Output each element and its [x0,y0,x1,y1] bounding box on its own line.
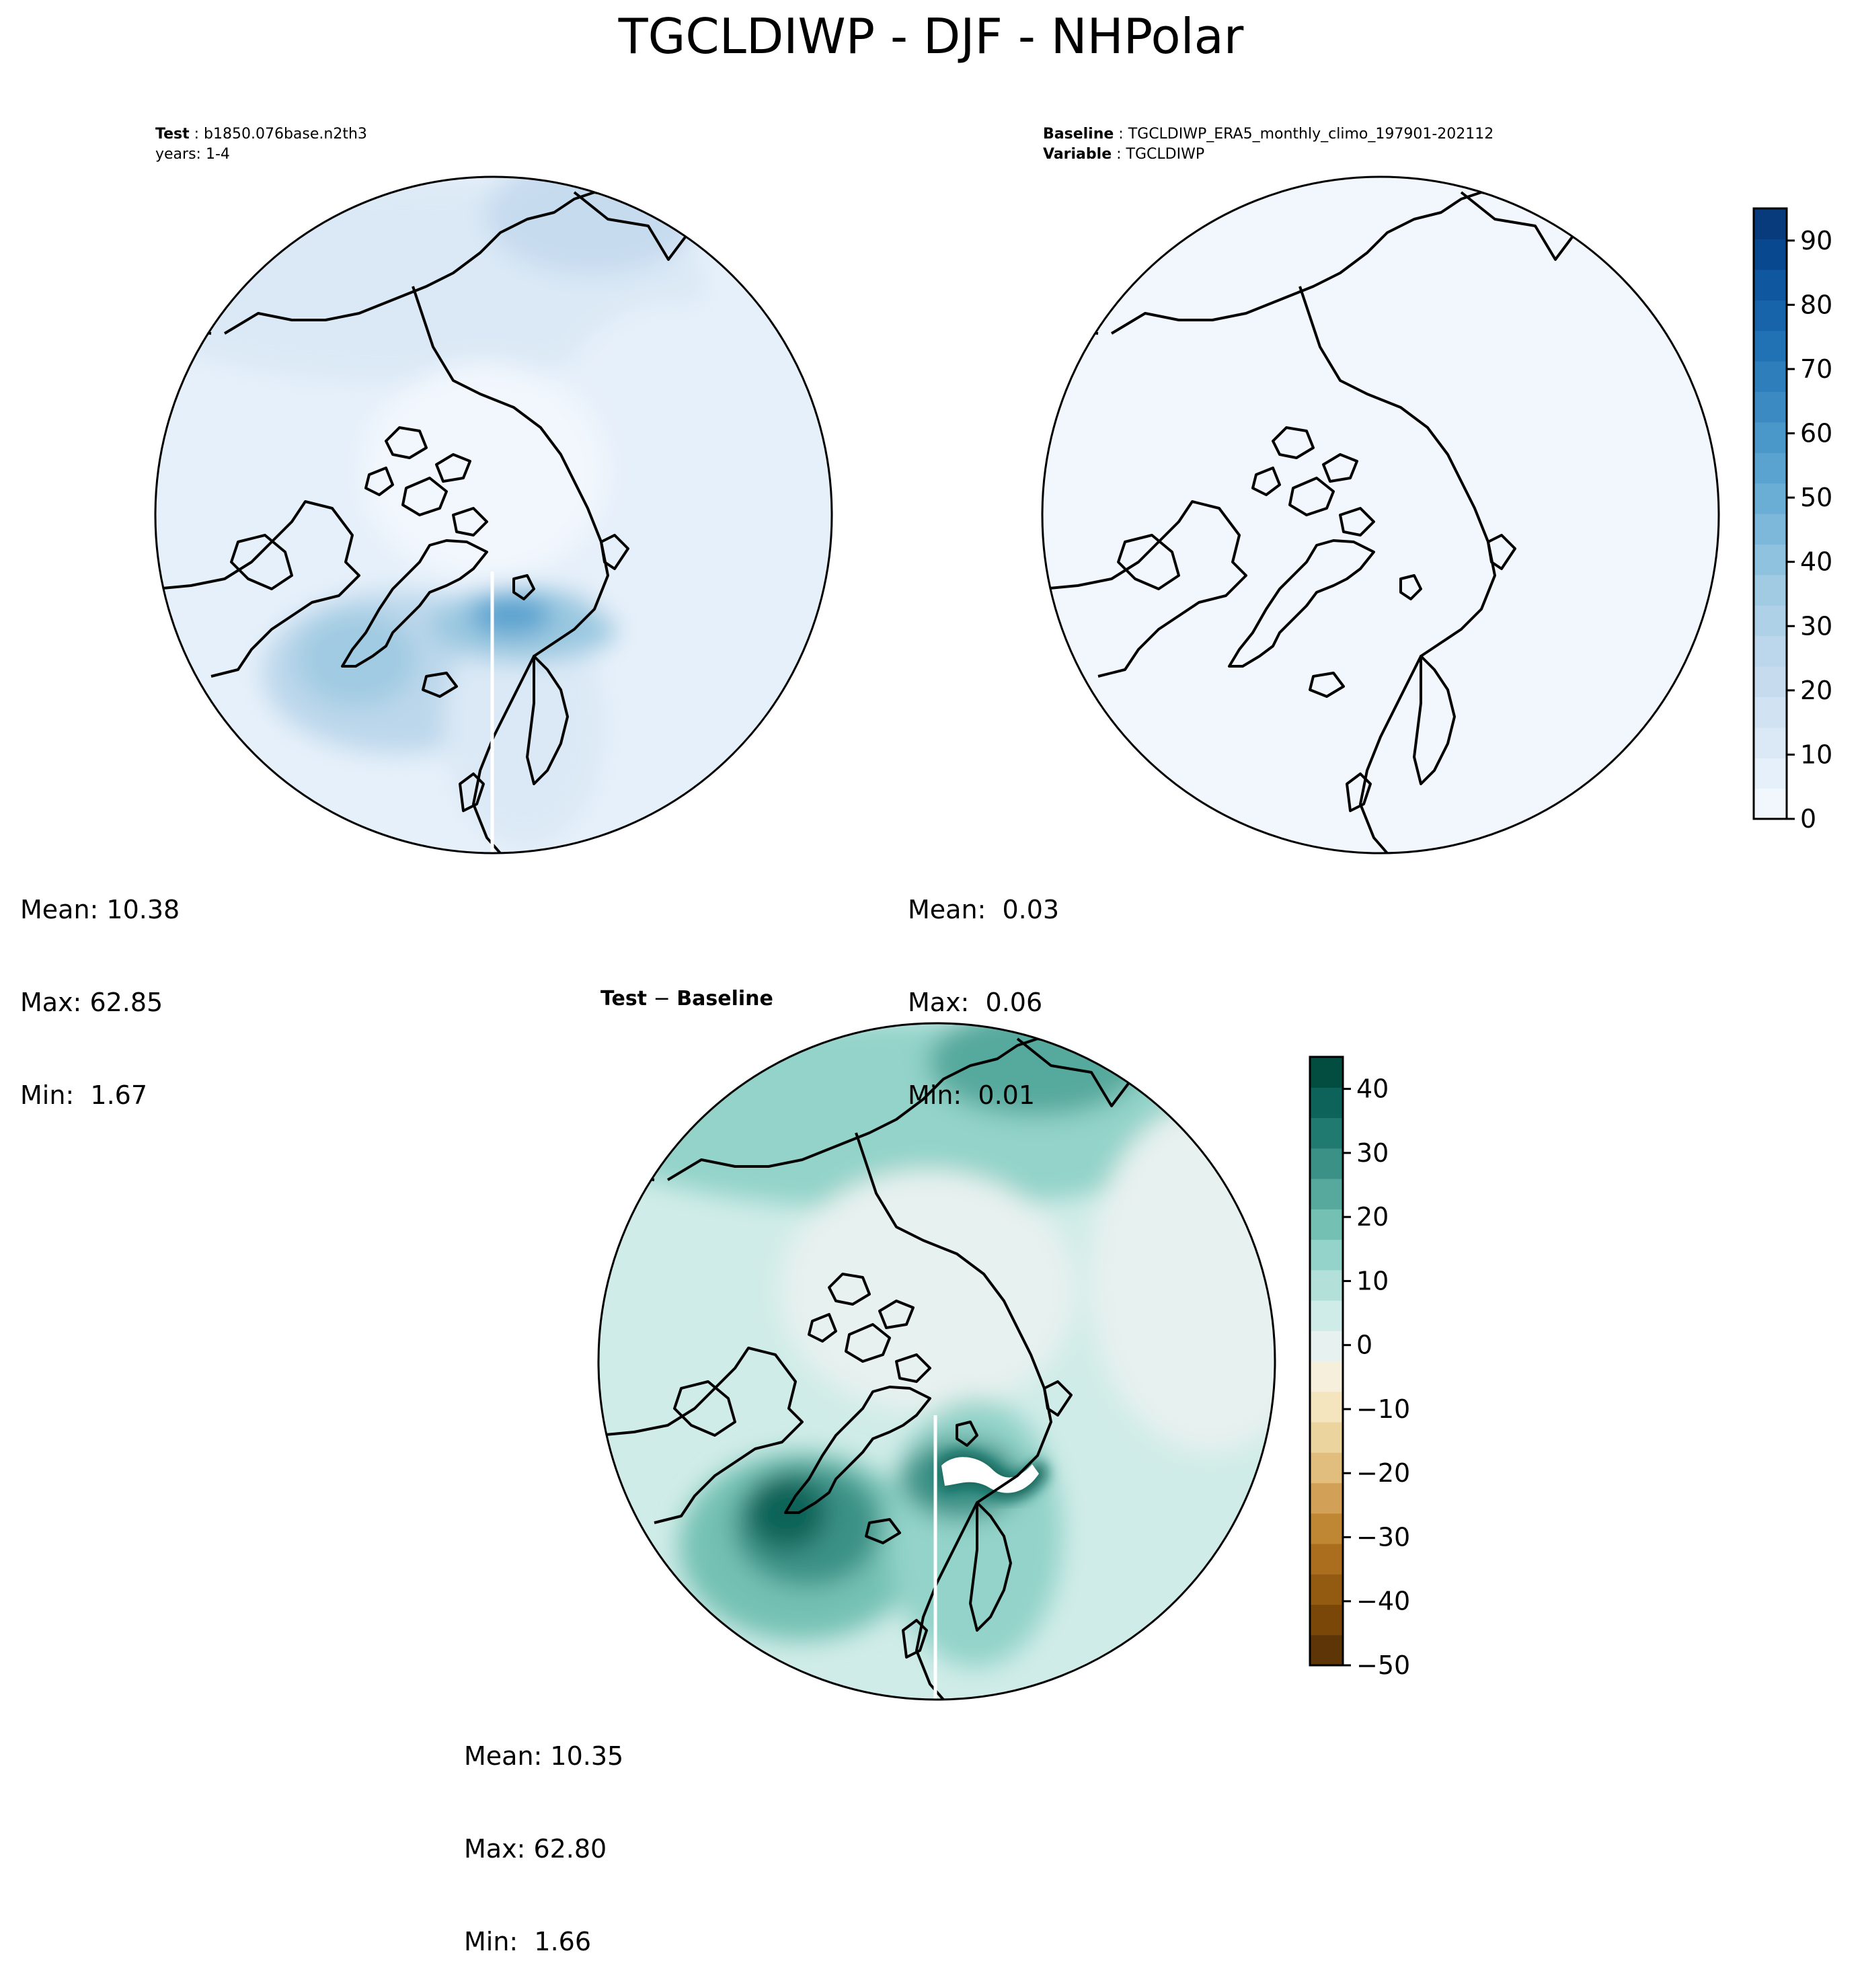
figure-title: TGCLDIWP - DJF - NHPolar [618,8,1244,65]
colorbar-diff-tick-label-5: 0 [1356,1330,1372,1360]
colorbar-diff-band-15 [1310,1179,1343,1209]
colorbar-diff-band-1 [1310,1604,1343,1636]
variable-label: Variable [1043,146,1112,163]
colorbar-field-band-1 [1754,758,1787,789]
colorbar-diff: −50 −40 −30 −20 −10 0 10 20 30 40 [1309,1056,1410,1680]
baseline-variable: TGCLDIWP [1126,146,1205,163]
colorbar-diff-tick-label-9: 40 [1356,1074,1389,1104]
colorbar-field-tick-label-6: 60 [1800,419,1832,448]
diff-title-right: Baseline [676,987,773,1010]
colorbar-diff-tick-label-7: 20 [1356,1202,1389,1232]
colorbar-diff-band-4 [1310,1513,1343,1544]
diff-min: Min: 1.66 [464,1927,591,1956]
diff-title-sep: − [647,987,677,1010]
colorbar-field-band-9 [1754,514,1787,545]
test-max: Max: 62.85 [20,988,163,1017]
colorbar-field-band-14 [1754,361,1787,392]
colorbar-field-tick-label-3: 30 [1800,611,1832,641]
baseline-mean: Mean: 0.03 [908,895,1060,924]
test-label: Test [155,126,190,143]
diff-title-left: Test [600,987,648,1010]
baseline-label: Baseline [1043,126,1114,143]
test-years: years: 1-4 [155,146,230,163]
baseline-max: Max: 0.06 [908,988,1043,1017]
colorbar-field-tick-label-7: 70 [1800,354,1832,384]
colorbar-field-tick-label-0: 0 [1800,804,1816,834]
colorbar-diff-tick-label-3: −20 [1356,1458,1410,1488]
colorbar-diff-band-10 [1310,1330,1343,1362]
diff-stats: Mean: 10.35 Max: 62.80 Min: 1.66 [464,1679,623,1988]
baseline-stats: Mean: 0.03 Max: 0.06 Min: 0.01 [908,832,1059,1142]
colorbar-field-band-7 [1754,574,1787,606]
colorbar-field-band-10 [1754,483,1787,514]
colorbar-field: 0 10 20 30 40 50 60 70 80 90 [1752,207,1832,834]
colorbar-diff-band-14 [1310,1209,1343,1240]
colorbar-field-tick-label-8: 80 [1800,290,1832,319]
colorbar-field-band-12 [1754,422,1787,453]
colorbar-field-band-11 [1754,452,1787,484]
baseline-case: TGCLDIWP_ERA5_monthly_climo_197901-20211… [1128,126,1494,143]
colorbar-field-band-0 [1754,788,1787,820]
test-case: b1850.076base.n2th3 [204,126,367,143]
colorbar-field-band-16 [1754,300,1787,331]
colorbar-diff-band-13 [1310,1239,1343,1271]
colorbar-field-band-13 [1754,391,1787,423]
test-mean: Mean: 10.38 [20,895,180,924]
colorbar-diff-band-18 [1310,1087,1343,1119]
colorbar-field-tick-label-5: 50 [1800,483,1832,512]
colorbar-diff-band-11 [1310,1300,1343,1331]
colorbar-field-band-17 [1754,269,1787,301]
colorbar-diff-frame [1309,1056,1344,1667]
diff-mean: Mean: 10.35 [464,1741,624,1771]
colorbar-diff-band-12 [1310,1269,1343,1301]
map-baseline [1041,175,1720,854]
colorbar-diff-tick-label-1: −40 [1356,1587,1410,1616]
colorbar-field-band-8 [1754,544,1787,575]
baseline-header: Baseline : TGCLDIWP_ERA5_monthly_climo_1… [1043,126,1494,163]
colorbar-field-band-18 [1754,239,1787,270]
colorbar-diff-band-16 [1310,1148,1343,1179]
colorbar-diff-band-7 [1310,1422,1343,1453]
colorbar-diff-tick-label-8: 30 [1356,1138,1389,1168]
map-test [154,175,833,854]
test-header: Test : b1850.076base.n2th3 years: 1-4 [155,126,367,163]
colorbar-field-frame [1752,207,1788,820]
colorbar-diff-band-19 [1310,1057,1343,1088]
colorbar-diff-band-3 [1310,1544,1343,1575]
test-stats: Mean: 10.38 Max: 62.85 Min: 1.67 [20,832,180,1142]
colorbar-diff-band-17 [1310,1117,1343,1149]
colorbar-field-band-2 [1754,727,1787,758]
colorbar-field-tick-label-1: 10 [1800,740,1832,769]
colorbar-field-band-15 [1754,330,1787,362]
colorbar-field-band-3 [1754,697,1787,728]
colorbar-diff-tick-label-2: −30 [1356,1522,1410,1552]
colorbar-diff-tick-label-4: −10 [1356,1394,1410,1424]
diff-max: Max: 62.80 [464,1834,607,1864]
baseline-min: Min: 0.01 [908,1080,1035,1110]
colorbar-field-band-5 [1754,635,1787,667]
colorbar-diff-band-2 [1310,1574,1343,1605]
colorbar-field-tick-label-2: 20 [1800,676,1832,705]
test-min: Min: 1.67 [20,1080,147,1110]
colorbar-diff-band-9 [1310,1361,1343,1392]
colorbar-field-band-19 [1754,208,1787,239]
map-diff [597,1022,1276,1701]
colorbar-diff-band-6 [1310,1452,1343,1484]
colorbar-field-band-6 [1754,605,1787,637]
diff-header: Test − Baseline [600,987,773,1011]
colorbar-diff-tick-label-0: −50 [1356,1651,1410,1680]
colorbar-field-tick-label-9: 90 [1800,226,1832,255]
colorbar-diff-tick-label-6: 10 [1356,1266,1389,1296]
colorbar-field-band-4 [1754,666,1787,697]
colorbar-diff-band-8 [1310,1391,1343,1423]
colorbar-diff-band-5 [1310,1482,1343,1514]
colorbar-diff-band-0 [1310,1634,1343,1666]
colorbar-field-tick-label-4: 40 [1800,547,1832,577]
